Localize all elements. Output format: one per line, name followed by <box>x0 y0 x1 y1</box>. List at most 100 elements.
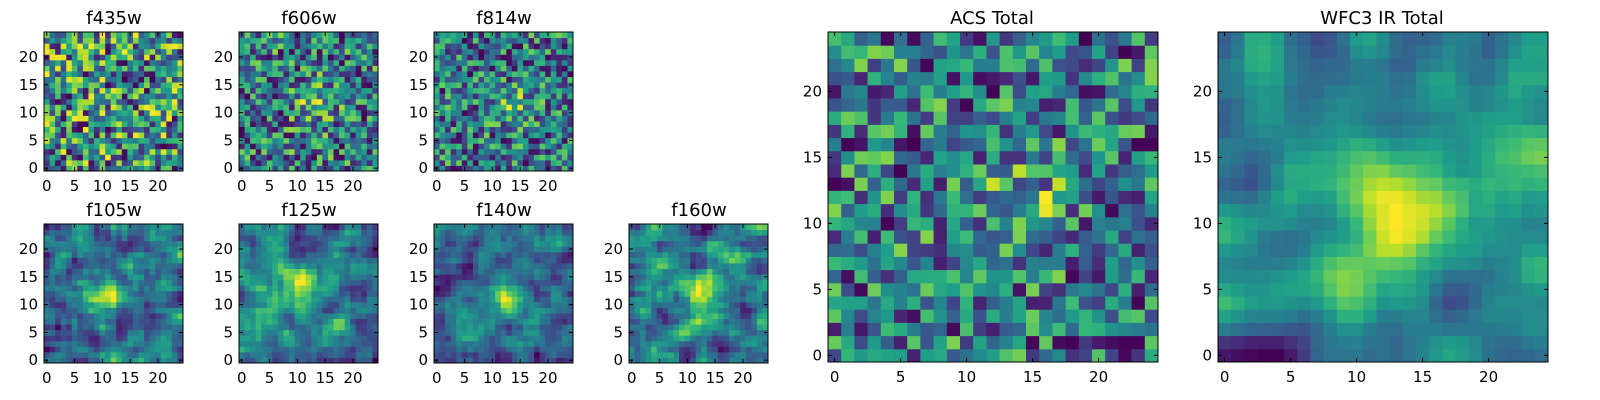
heatmap-cell <box>740 346 747 353</box>
heatmap-cell <box>77 279 84 286</box>
heatmap-cell <box>472 137 479 144</box>
heatmap-cell <box>517 65 524 72</box>
heatmap-cell <box>171 120 178 128</box>
heatmap-cell <box>327 318 335 325</box>
heatmap-cell <box>294 59 301 66</box>
heatmap-cell <box>311 159 318 166</box>
heatmap-cell <box>127 87 134 94</box>
heatmap-cell <box>272 229 279 236</box>
heatmap-cell <box>550 307 557 314</box>
heatmap-cell <box>82 357 89 364</box>
heatmap-cell <box>695 279 702 286</box>
heatmap-cell <box>60 104 67 111</box>
heatmap-cell <box>740 229 747 236</box>
heatmap-cell <box>495 32 502 39</box>
heatmap-cell <box>695 329 702 336</box>
heatmap-cell <box>55 82 62 89</box>
heatmap-cell <box>828 164 842 178</box>
heatmap-cell <box>322 65 329 72</box>
heatmap-cell <box>534 268 541 275</box>
heatmap-cell <box>305 148 312 155</box>
heatmap-cell <box>277 115 284 122</box>
heatmap-cell <box>1092 309 1106 323</box>
heatmap-cell <box>656 246 663 253</box>
heatmap-cell <box>528 351 535 358</box>
heatmap-cell <box>472 301 479 308</box>
heatmap-cell <box>645 246 652 253</box>
heatmap-cell <box>517 98 524 105</box>
heatmap-cell <box>556 229 563 236</box>
heatmap-cell <box>1078 230 1093 244</box>
heatmap-cell <box>110 351 117 358</box>
heatmap-cell <box>456 48 463 55</box>
heatmap-cell <box>484 235 491 242</box>
heatmap-cell <box>461 70 468 77</box>
heatmap-cell <box>110 268 117 275</box>
heatmap-cell <box>350 240 357 247</box>
heatmap-cell <box>434 43 441 50</box>
heatmap-cell <box>478 329 485 336</box>
heatmap-cell <box>439 115 446 122</box>
heatmap-cell <box>177 98 184 105</box>
heatmap-cell <box>322 312 329 320</box>
heatmap-cell <box>71 274 78 281</box>
heatmap-cell <box>250 346 257 353</box>
heatmap-cell <box>550 340 557 347</box>
heatmap-cell <box>327 98 335 105</box>
heatmap-cell <box>88 235 95 242</box>
heatmap-cell <box>467 54 474 61</box>
heatmap-cell <box>1078 335 1093 350</box>
heatmap-cell <box>506 257 513 264</box>
heatmap-cell <box>138 285 145 292</box>
heatmap-cell <box>339 274 346 281</box>
heatmap-cell <box>283 296 290 303</box>
heatmap-cell <box>434 312 441 320</box>
heatmap-cell <box>339 285 346 292</box>
heatmap-cell <box>99 132 106 139</box>
heatmap-cell <box>289 329 296 336</box>
heatmap-cell <box>177 340 184 347</box>
heatmap-cell <box>316 301 323 308</box>
heatmap-cell <box>149 126 156 133</box>
heatmap-cell <box>439 312 446 320</box>
heatmap-cell <box>920 190 935 205</box>
heatmap-cell <box>545 87 552 94</box>
heatmap-cell <box>121 43 128 50</box>
heatmap-cell <box>500 82 507 89</box>
heatmap-cell <box>372 132 379 139</box>
heatmap-cell <box>355 285 362 292</box>
heatmap-cell <box>717 229 725 236</box>
heatmap-cell <box>300 93 307 100</box>
heatmap-cell <box>1065 296 1080 310</box>
heatmap-cell <box>545 268 552 275</box>
heatmap-cell <box>149 59 156 66</box>
heatmap-cell <box>289 335 296 342</box>
heatmap-cell <box>867 243 882 257</box>
heatmap-cell <box>99 65 106 72</box>
heatmap-cell <box>489 143 496 150</box>
heatmap-cell <box>82 82 89 89</box>
heatmap-cell <box>261 346 268 353</box>
heatmap-cell <box>561 48 568 55</box>
heatmap-cell <box>745 340 752 347</box>
heatmap-cell <box>350 285 357 292</box>
heatmap-cell <box>311 329 318 336</box>
heatmap-cell <box>272 235 279 242</box>
heatmap-cell <box>751 251 758 258</box>
heatmap-cell <box>82 335 89 342</box>
heatmap-cell <box>44 290 51 297</box>
heatmap-cell <box>867 150 882 165</box>
heatmap-cell <box>166 59 173 66</box>
heatmap-cell <box>66 301 73 308</box>
heatmap-cell <box>99 240 106 247</box>
heatmap-cell <box>511 285 518 292</box>
heatmap-cell <box>762 312 769 320</box>
heatmap-cell <box>327 126 335 133</box>
heatmap-cell <box>272 357 279 364</box>
heatmap-cell <box>1012 335 1027 350</box>
heatmap-cell <box>316 318 323 325</box>
heatmap-cell <box>717 346 725 353</box>
heatmap-cell <box>44 93 51 100</box>
heatmap-cell <box>539 115 546 122</box>
heatmap-cell <box>841 296 855 310</box>
